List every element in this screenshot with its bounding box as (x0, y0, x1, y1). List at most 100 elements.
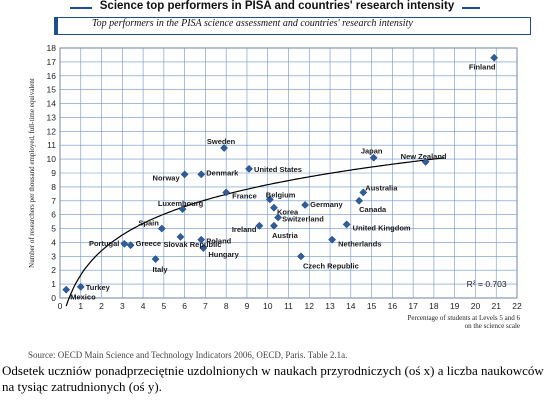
data-point-marker (199, 244, 208, 252)
data-point-label: Austria (272, 231, 299, 240)
data-point-label: Portugal (89, 239, 119, 248)
x-tick-label: 16 (388, 301, 398, 311)
data-point-label: Belgium (266, 190, 296, 199)
data-point-marker (301, 200, 310, 209)
x-tick-label: 20 (471, 301, 481, 311)
scatter-chart: 0 1 2 3 4 5 6 7 8 9 10 11 12 13 14 15 16 17 18 19 20 21 220123… (28, 43, 522, 330)
data-point-label: Germany (310, 200, 343, 209)
x-tick-label: 7 (203, 301, 208, 311)
data-point-label: Japan (361, 147, 383, 156)
data-point-label: Switzerland (282, 214, 324, 223)
data-point-label: Poland (206, 237, 231, 246)
y-tick-label: 3 (51, 251, 56, 261)
x-tick-label: 5 (161, 301, 166, 311)
data-point-label: Czech Republic (303, 261, 359, 270)
y-tick-label: 8 (51, 182, 56, 192)
data-point-label: Turkey (86, 283, 111, 292)
x-tick-label: 18 (429, 301, 439, 311)
y-tick-label: 6 (51, 210, 56, 220)
data-point-marker (197, 235, 206, 244)
subtitle-box (54, 17, 531, 35)
data-point-marker (297, 252, 305, 261)
title-rule-left (70, 7, 92, 9)
y-tick-label: 7 (51, 196, 56, 206)
data-point-marker (120, 239, 129, 248)
y-tick-label: 11 (47, 140, 56, 150)
x-tick-label: 17 (408, 301, 418, 311)
x-tick-label: 1 (78, 301, 83, 311)
data-point-label: France (232, 191, 257, 200)
data-point-marker (274, 213, 283, 222)
data-point-marker (369, 153, 378, 162)
data-point-label: Netherlands (338, 240, 381, 249)
x-tick-label: 22 (512, 301, 522, 311)
data-point-label: Denmark (206, 168, 239, 177)
data-point-marker (180, 170, 189, 179)
chart-title: Science top performers in PISA and count… (99, 0, 455, 12)
data-point-marker (355, 196, 364, 205)
data-point-marker (245, 164, 253, 173)
figure-caption: Odsetek uczniów ponadprzeciętnie uzdolni… (2, 363, 544, 394)
chart-subtitle: Top performers in the PISA science asses… (92, 18, 413, 29)
title-bar: Science top performers in PISA and count… (0, 0, 550, 14)
x-axis-label: on the science scale (465, 322, 520, 330)
x-tick-label: 21 (491, 301, 501, 311)
data-point-marker (421, 157, 430, 166)
y-tick-label: 16 (47, 71, 57, 81)
data-point-marker (270, 221, 278, 230)
data-point-marker (270, 203, 278, 212)
data-point-label: Korea (277, 208, 299, 217)
title-rule-right (462, 7, 480, 9)
data-point-marker (328, 235, 337, 244)
y-tick-label: 10 (47, 154, 57, 164)
data-point-marker (197, 170, 206, 179)
data-point-marker (62, 285, 71, 294)
data-point-label: Luxembourg (158, 199, 204, 208)
data-point-label: New Zealand (401, 152, 447, 161)
data-point-label: Finland (469, 63, 496, 72)
x-tick-label: 0 (58, 301, 63, 311)
x-tick-label: 4 (141, 301, 146, 311)
y-tick-label: 4 (51, 237, 56, 247)
data-point-label: Italy (153, 265, 169, 274)
y-tick-label: 17 (47, 57, 57, 67)
data-point-label: Greece (136, 239, 161, 248)
y-tick-label: 2 (51, 265, 56, 275)
data-point-label: Ireland (232, 225, 257, 234)
data-point-label: Canada (359, 205, 387, 214)
data-point-marker (176, 232, 185, 241)
y-tick-label: 1 (51, 279, 56, 289)
y-tick-label: 14 (47, 99, 57, 109)
data-point-marker (342, 220, 351, 229)
x-tick-label: 12 (305, 301, 315, 311)
data-point-marker (265, 195, 274, 204)
data-point-marker (76, 282, 85, 291)
x-tick-label: 19 (450, 301, 460, 311)
x-axis-label: Percentage of students at Levels 5 and 6 (407, 314, 520, 322)
data-point-label: Norway (153, 173, 181, 182)
y-axis-label: Number of researchers per thousand emplo… (28, 78, 36, 268)
data-point-label: Australia (365, 183, 398, 192)
x-tick-label: 6 (182, 301, 187, 311)
data-point-label: Sweden (207, 137, 236, 146)
x-tick-label: 14 (346, 301, 356, 311)
data-point-marker (126, 241, 135, 250)
data-point-marker (490, 53, 499, 62)
y-tick-label: 18 (47, 43, 57, 53)
x-tick-label: 2 (99, 301, 104, 311)
data-point-label: Hungary (208, 250, 239, 259)
x-tick-label: 10 (263, 301, 273, 311)
data-point-marker (151, 255, 160, 264)
x-tick-label: 13 (325, 301, 335, 311)
data-point-marker (178, 205, 187, 214)
data-point-label: Spain (138, 219, 159, 228)
x-tick-label: 8 (224, 301, 229, 311)
y-tick-label: 9 (51, 168, 56, 178)
x-tick-label: 15 (367, 301, 377, 311)
y-tick-label: 5 (51, 224, 56, 234)
data-point-label: United Kingdom (353, 223, 411, 232)
y-tick-label: 0 (51, 293, 56, 303)
data-point-marker (220, 144, 229, 152)
data-point-label: United States (254, 165, 302, 174)
data-point-label: Mexico (70, 293, 96, 302)
